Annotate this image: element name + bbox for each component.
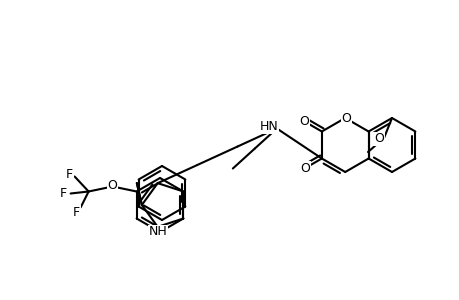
Text: F: F	[66, 168, 73, 181]
Text: F: F	[73, 206, 80, 219]
Text: O: O	[300, 161, 310, 175]
Text: O: O	[107, 179, 118, 192]
Text: HN: HN	[259, 120, 278, 133]
Text: O: O	[341, 112, 350, 125]
Text: NH: NH	[148, 225, 167, 238]
Text: O: O	[299, 115, 309, 128]
Text: O: O	[373, 133, 383, 146]
Text: F: F	[60, 187, 67, 200]
